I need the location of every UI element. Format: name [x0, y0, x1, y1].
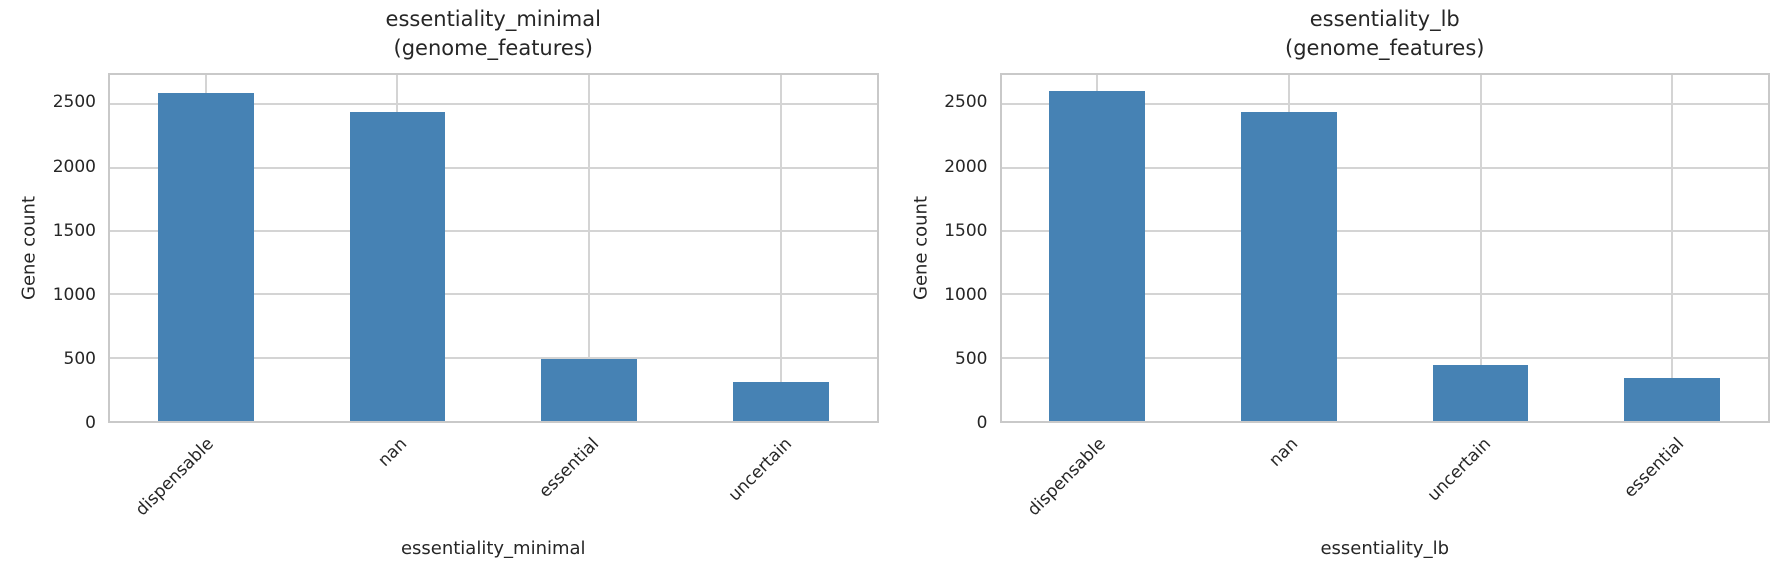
y-axis-label: Gene count: [910, 196, 931, 301]
gridline-horizontal: [1001, 293, 1768, 296]
gridline-horizontal: [110, 293, 877, 296]
plot-area: [108, 73, 879, 423]
y-axis-label: Gene count: [18, 196, 40, 301]
x-axis-label: essentiality_lb: [1320, 538, 1450, 559]
gridline-horizontal: [1001, 166, 1768, 169]
gridline-horizontal: [1001, 356, 1768, 359]
x-tick-label: nan: [374, 434, 411, 471]
x-tick-label: essential: [535, 434, 604, 502]
gridline-horizontal: [110, 166, 877, 169]
chart-title-line2: (genome_features): [1285, 36, 1485, 60]
y-tick-label: 500: [63, 348, 96, 369]
bar-uncertain: [732, 381, 829, 421]
gridline-horizontal: [110, 229, 877, 232]
bar-nan: [349, 111, 446, 421]
gridline-horizontal: [1001, 103, 1768, 106]
gridline-vertical: [1671, 75, 1674, 421]
x-tick-label: dispensable: [131, 434, 219, 521]
x-tick-label: uncertain: [1423, 434, 1496, 506]
y-tick-label: 2000: [52, 156, 96, 177]
y-tick-label: 0: [976, 413, 988, 433]
y-tick-label: 2500: [944, 92, 988, 113]
bar-dispensable: [157, 92, 254, 421]
gridline-vertical: [1479, 75, 1482, 421]
y-tick-label: 1000: [944, 284, 988, 305]
plot-area: [999, 73, 1770, 423]
subplot-essentiality-lb: essentiality_lb (genome_features) Gene c…: [892, 0, 1783, 585]
chart-title: essentiality_lb (genome_features): [1000, 5, 1771, 63]
gridline-horizontal: [110, 103, 877, 106]
bar-dispensable: [1049, 91, 1146, 421]
bar-nan: [1241, 111, 1337, 421]
x-tick-label: essential: [1619, 434, 1688, 502]
bar-uncertain: [1432, 365, 1529, 421]
y-tick-label: 1000: [52, 284, 96, 305]
x-tick-label: dispensable: [1023, 434, 1110, 521]
bar-essential: [1624, 377, 1721, 421]
x-tick-label: nan: [1265, 434, 1303, 471]
chart-title-line1: essentiality_lb: [1309, 7, 1460, 31]
gridline-horizontal: [110, 356, 877, 359]
gridline-vertical: [779, 75, 782, 421]
gridline-horizontal: [1001, 229, 1768, 232]
bar-essential: [541, 358, 637, 421]
y-tick-label: 2500: [52, 92, 96, 113]
chart-title-line2: (genome_features): [393, 36, 593, 60]
y-tick-label: 1500: [52, 220, 96, 241]
gridline-vertical: [588, 75, 591, 421]
y-tick-label: 500: [955, 348, 988, 369]
x-axis-label: essentiality_minimal: [400, 538, 586, 559]
subplot-essentiality-minimal: essentiality_minimal (genome_features) G…: [18, 5, 879, 559]
x-tick-label: uncertain: [724, 434, 797, 506]
y-tick-label: 2000: [944, 156, 988, 177]
chart-title: essentiality_minimal (genome_features): [108, 5, 879, 63]
y-tick-label: 1500: [944, 220, 988, 241]
chart-title-line1: essentiality_minimal: [385, 7, 601, 31]
y-tick-label: 0: [85, 413, 96, 433]
